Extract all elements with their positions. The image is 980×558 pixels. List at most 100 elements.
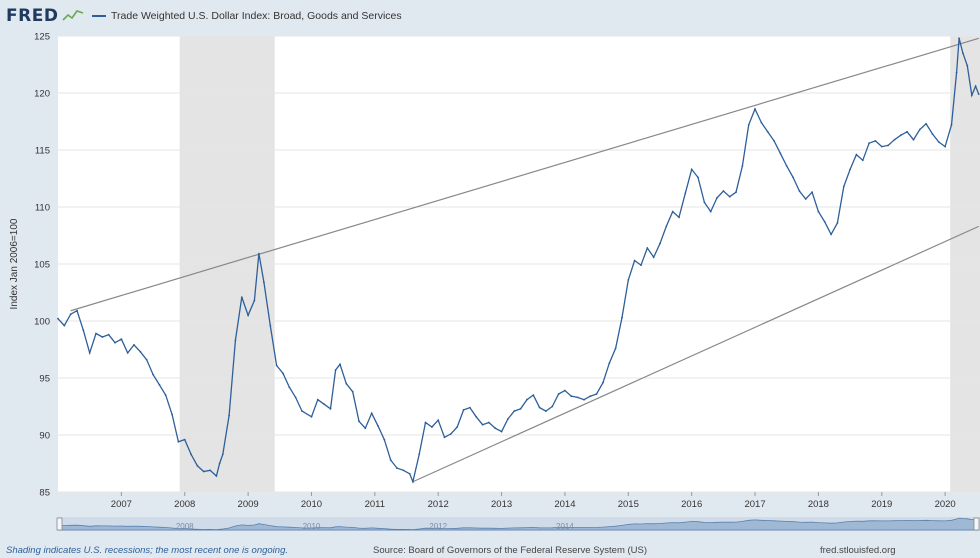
data-point	[589, 395, 592, 398]
data-point	[545, 410, 547, 412]
data-point	[101, 336, 104, 338]
data-point	[364, 427, 367, 430]
data-point	[716, 197, 718, 199]
data-point	[621, 316, 623, 319]
data-point	[190, 453, 193, 456]
data-point	[709, 210, 712, 213]
data-point	[139, 350, 142, 353]
data-point	[595, 393, 598, 395]
data-point	[855, 153, 858, 156]
range-navigator[interactable]: 2008 2010 2012 2014	[56, 517, 980, 531]
data-point	[215, 475, 218, 477]
data-point	[728, 195, 731, 198]
series-points	[57, 37, 980, 483]
source-note: Source: Board of Governors of the Federa…	[373, 545, 648, 556]
data-point	[494, 427, 497, 430]
data-point	[899, 134, 902, 137]
navigator-year-label: 2012	[429, 522, 447, 531]
x-tick-label: 2007	[111, 499, 132, 510]
data-point	[269, 324, 272, 327]
data-point	[602, 381, 604, 384]
data-point	[383, 438, 386, 441]
data-point	[500, 430, 503, 433]
data-point	[351, 390, 354, 393]
data-point	[114, 341, 116, 344]
data-point	[275, 364, 278, 367]
y-tick-label: 125	[34, 32, 50, 43]
data-point	[145, 358, 148, 361]
data-point	[424, 421, 427, 424]
data-point	[608, 362, 611, 365]
data-point	[887, 144, 889, 147]
data-point	[443, 436, 446, 439]
data-point	[760, 121, 763, 124]
data-point	[301, 410, 303, 412]
y-tick-label: 110	[35, 203, 50, 214]
data-point	[316, 398, 319, 401]
data-point	[785, 165, 788, 167]
y-axis: 85 90 95 100 105 110 115 120 125	[34, 32, 50, 499]
data-point	[253, 299, 256, 302]
data-point	[258, 252, 260, 255]
navigator-year-labels: 2008 2010 2012 2014	[176, 522, 575, 531]
x-tick-label: 2014	[554, 499, 575, 510]
x-tick-label: 2008	[174, 499, 195, 510]
data-point	[798, 190, 801, 192]
data-point	[918, 128, 921, 131]
data-point	[874, 140, 877, 142]
x-tick-label: 2013	[491, 499, 512, 510]
data-point	[576, 396, 579, 399]
navigator-handle-right[interactable]	[973, 517, 980, 531]
data-point	[646, 247, 649, 249]
data-point	[747, 124, 750, 126]
data-point	[912, 138, 915, 141]
data-point	[234, 339, 237, 342]
data-point	[310, 415, 313, 418]
chart-legend: Trade Weighted U.S. Dollar Index: Broad,…	[92, 10, 402, 22]
navigator-year-label: 2008	[176, 522, 194, 531]
data-point	[76, 309, 78, 312]
data-point	[678, 216, 680, 219]
data-point	[57, 317, 59, 320]
y-tick-label: 100	[34, 317, 50, 328]
data-point	[955, 71, 958, 74]
x-tick-label: 2010	[301, 499, 322, 510]
navigator-handle-left[interactable]	[56, 517, 63, 531]
y-tick-label: 120	[34, 89, 50, 100]
data-point	[950, 124, 953, 126]
data-point	[659, 242, 661, 245]
data-point	[389, 459, 392, 461]
data-point	[792, 176, 794, 179]
fred-logo[interactable]: FRED	[6, 6, 59, 26]
data-point	[830, 233, 832, 236]
data-point	[164, 394, 167, 396]
x-tick-label: 2011	[365, 499, 385, 510]
data-point	[152, 373, 155, 376]
data-point	[488, 421, 490, 424]
site-link[interactable]: fred.stlouisfed.org	[820, 545, 896, 556]
data-point	[722, 190, 725, 192]
data-point	[754, 108, 756, 110]
data-point	[282, 372, 284, 375]
recession-note: Shading indicates U.S. recessions; the m…	[6, 545, 288, 556]
data-point	[627, 279, 630, 281]
data-point	[842, 185, 845, 188]
x-tick-label: 2019	[871, 499, 892, 510]
data-point	[334, 369, 337, 371]
data-point	[977, 93, 980, 95]
data-point	[196, 464, 199, 467]
data-point	[583, 398, 585, 401]
data-point	[665, 225, 668, 228]
data-point	[893, 138, 896, 141]
data-point	[836, 222, 839, 224]
data-point	[868, 142, 870, 145]
legend-swatch	[92, 15, 106, 17]
navigator-year-label: 2010	[303, 522, 321, 531]
data-point	[557, 393, 560, 395]
chart-footer: Shading indicates U.S. recessions; the m…	[0, 544, 980, 558]
data-point	[538, 406, 541, 409]
data-point	[133, 344, 135, 346]
y-axis-label: Index Jan 2006=100	[9, 218, 20, 309]
data-point	[171, 413, 174, 416]
